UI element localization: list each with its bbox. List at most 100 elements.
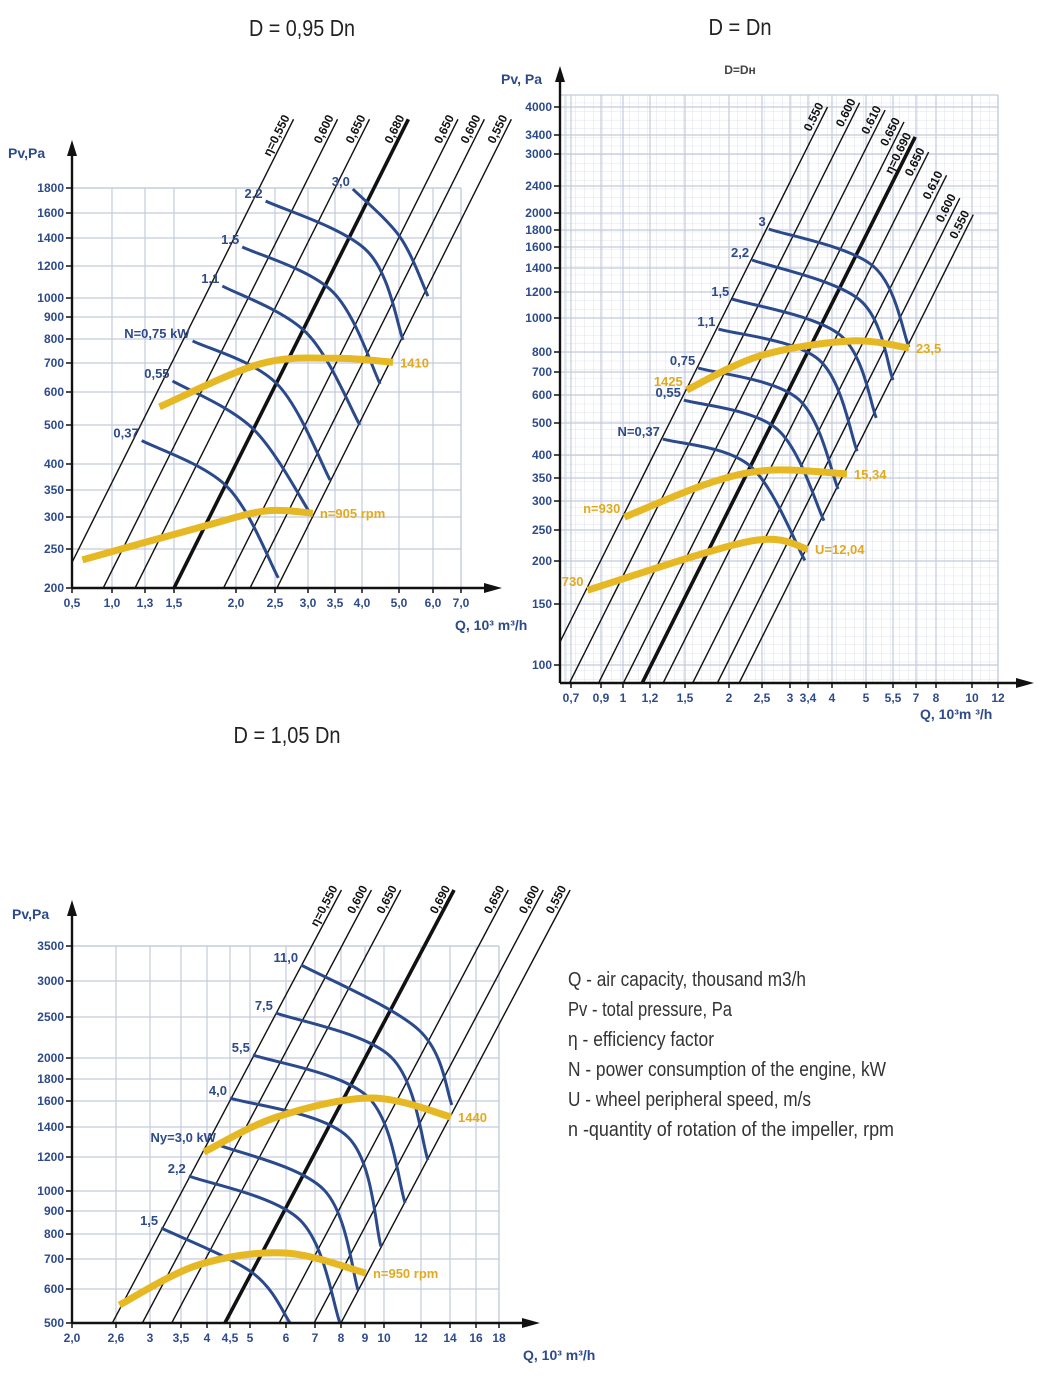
x-tick-label: 8	[338, 1331, 345, 1345]
y-axis-arrow-icon	[67, 900, 77, 916]
y-axis-label: Pv, Pa	[501, 71, 542, 87]
speed-curves: 730 U=12,04 n=930 15,34 1425 23,5	[562, 337, 941, 594]
efficiency-line	[340, 889, 571, 1323]
power-curve-label: 1,1	[201, 271, 219, 286]
efficiency-line	[111, 889, 343, 1323]
power-curve	[218, 1143, 360, 1291]
efficiency-line	[102, 118, 339, 588]
power-curve-label: 7,5	[255, 998, 273, 1013]
speed-curve-end-label: 23,5	[916, 341, 941, 356]
x-tick-label: 6	[283, 1331, 290, 1345]
y-tick-label: 600	[44, 385, 64, 399]
power-curves: N=0,37 0,55 0,75 1,1 1,5 2,2 3	[618, 214, 911, 562]
x-tick-label: 0,9	[593, 691, 610, 705]
power-curve-label: N=0,75 kW	[124, 326, 190, 341]
chart-d-100: D = DnD=Dн0.550 0.600 0.6100.650η=0.6900.6…	[501, 14, 1034, 722]
y-tick-label: 600	[44, 1282, 64, 1296]
power-curves: 1,5 2,2 Ny=3,0 kW 4,0 5,5 7,5 11,0	[140, 950, 454, 1324]
x-tick-label: 2,0	[228, 596, 245, 610]
chart-title: D = 1,05 Dn	[234, 722, 341, 748]
y-tick-label: 250	[532, 523, 552, 537]
efficiency-line	[716, 197, 961, 683]
x-tick-label: 1,3	[137, 596, 154, 610]
y-tick-label: 600	[532, 388, 552, 402]
y-tick-label: 700	[44, 1252, 64, 1266]
x-tick-label: 4,5	[222, 1331, 239, 1345]
x-tick-label: 3,0	[300, 596, 317, 610]
y-tick-label: 900	[44, 310, 64, 324]
x-axis-arrow-icon	[522, 1318, 540, 1328]
y-tick-label: 2500	[37, 1010, 64, 1024]
speed-curve	[623, 466, 848, 521]
y-tick-label: 700	[532, 365, 552, 379]
y-tick-label: 500	[44, 1316, 64, 1330]
y-tick-label: 800	[44, 332, 64, 346]
power-curve-label: 1,1	[697, 314, 715, 329]
y-tick-label: 150	[532, 597, 552, 611]
y-tick-label: 800	[532, 345, 552, 359]
power-curve-label: N=0,37	[618, 424, 660, 439]
efficiency-line	[622, 121, 905, 683]
y-tick-label: 1200	[525, 285, 552, 299]
power-curve-label: 0,55	[656, 385, 681, 400]
axes: 0,5 1,0 1,3 1,5 2,0 2,5 3,0 3,5 4,0 5,0 6,0 7,0 200 2…	[8, 140, 527, 633]
legend-item-pv: Pv - total pressure, Pa	[568, 999, 733, 1021]
chart-title: D = Dn	[709, 14, 772, 40]
y-tick-label: 250	[44, 542, 64, 556]
y-tick-label: 1800	[37, 181, 64, 195]
power-curve-label: Ny=3,0 kW	[151, 1130, 217, 1145]
y-tick-label: 1800	[525, 223, 552, 237]
x-tick-label: 2,0	[64, 1331, 81, 1345]
power-curve-label: 11,0	[273, 950, 298, 965]
x-tick-label: 0,5	[64, 596, 81, 610]
x-tick-label: 5	[863, 691, 870, 705]
x-tick-label: 8	[933, 691, 940, 705]
power-curve-label: 3,0	[332, 174, 350, 189]
speed-curve-end-label: 1410	[400, 355, 429, 370]
chart-d-095: D = 0,95 Dnη=0,550 0,600 0,650 0,680 0,650 0,…	[8, 15, 527, 633]
speed-curve-end-label: 1440	[458, 1110, 487, 1125]
y-tick-label: 500	[532, 416, 552, 430]
chart-subtitle: D=Dн	[724, 63, 756, 77]
x-tick-label: 1,5	[677, 691, 694, 705]
y-tick-label: 1400	[37, 1120, 64, 1134]
x-axis-label: Q, 10³ m³/h	[455, 617, 527, 633]
axes: 0,7 0,9 1 1,2 1,5 2 2,5 3 3,4 4 5 5,5 7 8 10 12 100 150 20…	[501, 66, 1034, 722]
power-curve-label: 1,5	[221, 232, 239, 247]
efficiency-line	[134, 118, 371, 588]
y-tick-label: 200	[532, 554, 552, 568]
y-tick-label: 700	[44, 356, 64, 370]
y-tick-label: 1800	[37, 1072, 64, 1086]
x-axis-arrow-icon	[484, 583, 502, 593]
x-tick-label: 3	[147, 1331, 154, 1345]
efficiency-line	[172, 118, 410, 588]
y-axis-label: Pv,Pa	[12, 906, 49, 922]
chart-d-105: D = 1,05 Dnη=0,550 0,600 0,650 0,690 0,650 0,…	[12, 722, 595, 1363]
power-curve	[160, 1226, 292, 1324]
power-curve	[683, 398, 826, 522]
y-tick-label: 500	[44, 418, 64, 432]
power-curve-label: 2,2	[168, 1161, 186, 1176]
power-curve	[264, 199, 405, 341]
power-curve	[229, 1096, 383, 1247]
y-tick-label: 350	[532, 471, 552, 485]
x-tick-label: 2,6	[108, 1331, 125, 1345]
x-tick-label: 4,0	[354, 596, 371, 610]
speed-curve-start-label: 1425	[654, 374, 683, 389]
y-tick-label: 4000	[525, 100, 552, 114]
y-tick-label: 3000	[525, 147, 552, 161]
y-tick-label: 1200	[37, 1150, 64, 1164]
y-tick-label: 800	[44, 1227, 64, 1241]
y-axis-label: Pv,Pa	[8, 145, 45, 161]
chart-title: D = 0,95 Dn	[249, 15, 355, 41]
x-tick-label: 1	[620, 691, 627, 705]
speed-curve	[586, 535, 809, 594]
x-tick-label: 1,2	[642, 691, 659, 705]
x-tick-label: 2,5	[754, 691, 771, 705]
axes: 2,0 2,6 3 3,5 4 4,5 5 6 7 8 9 10 12 14 16 18 500 600 700 80…	[12, 900, 595, 1363]
power-curve	[718, 327, 859, 452]
x-tick-label: 14	[443, 1331, 457, 1345]
x-tick-label: 10	[377, 1331, 391, 1345]
power-curve-label: 0,55	[144, 366, 169, 381]
power-curve	[221, 284, 362, 426]
